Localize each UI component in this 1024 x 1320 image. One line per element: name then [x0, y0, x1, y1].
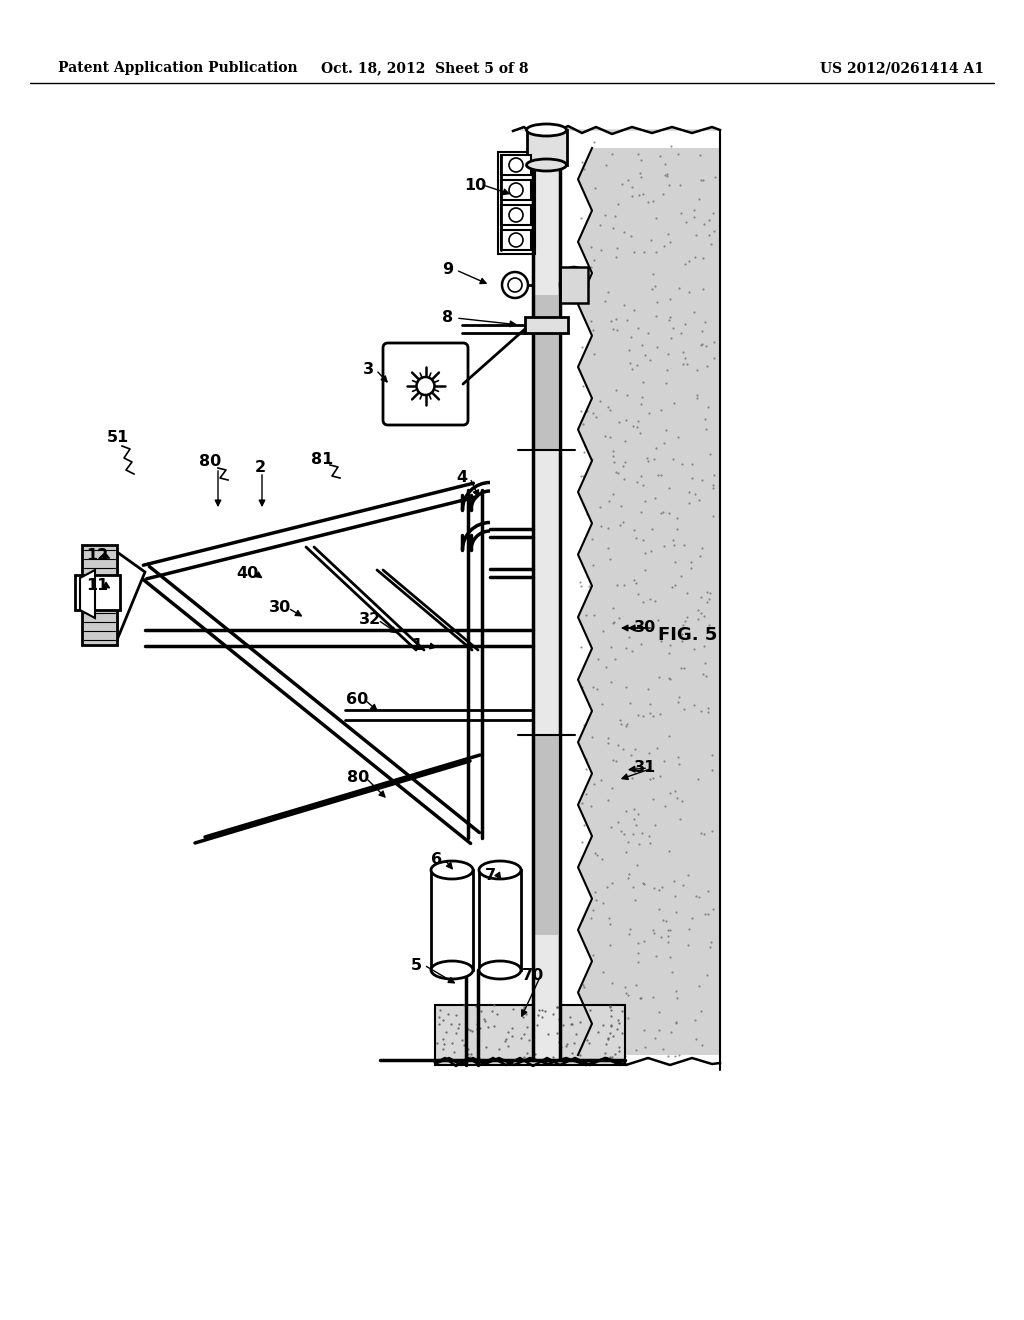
Text: 40: 40 [236, 565, 258, 581]
Text: 9: 9 [442, 263, 454, 277]
Text: 30: 30 [269, 601, 291, 615]
Ellipse shape [502, 272, 528, 298]
Text: 31: 31 [634, 760, 656, 776]
Bar [431, 870, 473, 970]
Text: 11: 11 [86, 578, 109, 593]
Bar [498, 152, 535, 253]
Bar [534, 140, 560, 1060]
Text: 81: 81 [311, 453, 333, 467]
Bar [535, 735, 558, 935]
Polygon shape [513, 125, 720, 135]
Ellipse shape [479, 961, 521, 979]
Text: 4: 4 [457, 470, 468, 486]
Text: 1: 1 [412, 638, 423, 652]
Circle shape [509, 183, 523, 197]
Text: 51: 51 [106, 430, 129, 446]
Ellipse shape [560, 267, 588, 304]
Polygon shape [117, 552, 145, 640]
Ellipse shape [508, 279, 522, 292]
Circle shape [509, 158, 523, 172]
Circle shape [417, 378, 434, 395]
Ellipse shape [431, 861, 473, 879]
Text: 6: 6 [431, 853, 442, 867]
Ellipse shape [526, 158, 566, 172]
Text: 80: 80 [199, 454, 221, 470]
Polygon shape [80, 570, 95, 618]
Text: 60: 60 [346, 693, 368, 708]
Text: 3: 3 [362, 363, 374, 378]
Text: 8: 8 [442, 310, 454, 326]
Ellipse shape [526, 124, 566, 136]
Circle shape [509, 234, 523, 247]
Bar [501, 154, 531, 176]
Bar [501, 205, 531, 224]
Ellipse shape [431, 961, 473, 979]
Bar [75, 576, 120, 610]
Text: US 2012/0261414 A1: US 2012/0261414 A1 [820, 61, 984, 75]
Text: 32: 32 [358, 612, 381, 627]
Bar [526, 129, 566, 165]
Text: 10: 10 [464, 177, 486, 193]
Bar [468, 490, 482, 838]
Bar [525, 317, 568, 333]
Bar [560, 267, 588, 304]
Bar [82, 545, 117, 645]
Bar [479, 870, 521, 970]
Bar [501, 230, 531, 249]
Text: 80: 80 [347, 771, 369, 785]
Text: 7: 7 [484, 867, 496, 883]
Text: Patent Application Publication: Patent Application Publication [58, 61, 298, 75]
Text: 70: 70 [522, 968, 544, 982]
Bar [535, 294, 558, 450]
Bar [501, 180, 531, 201]
Text: 2: 2 [254, 459, 265, 474]
Circle shape [509, 209, 523, 222]
Ellipse shape [479, 861, 521, 879]
Bar [435, 1005, 625, 1065]
Text: 12: 12 [86, 549, 109, 564]
FancyBboxPatch shape [383, 343, 468, 425]
Text: 30: 30 [634, 620, 656, 635]
Text: 5: 5 [411, 957, 422, 973]
Text: FIG. 5: FIG. 5 [658, 626, 718, 644]
Polygon shape [578, 148, 720, 1055]
Text: Oct. 18, 2012  Sheet 5 of 8: Oct. 18, 2012 Sheet 5 of 8 [322, 61, 528, 75]
